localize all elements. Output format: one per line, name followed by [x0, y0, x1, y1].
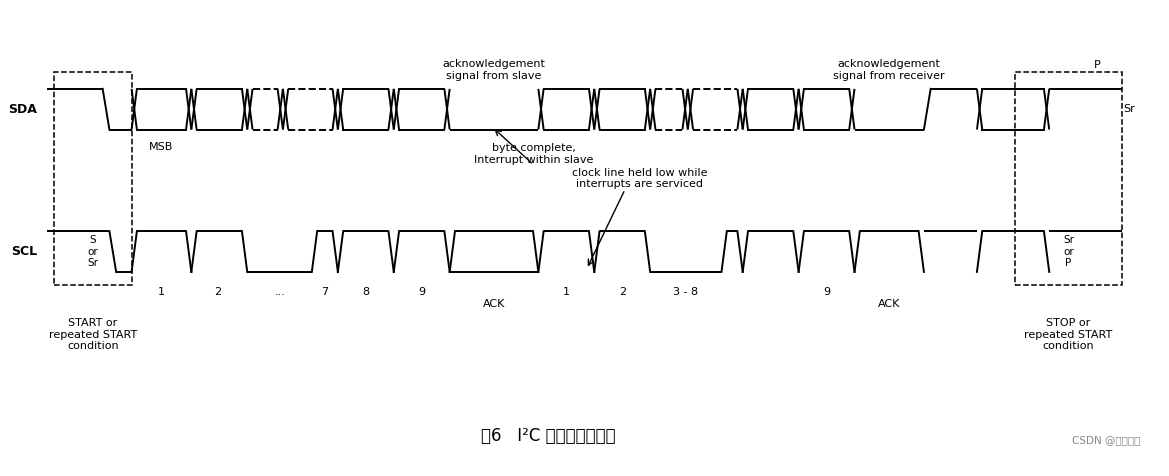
- Text: CSDN @知无止境: CSDN @知无止境: [1072, 435, 1141, 445]
- Text: S
or
Sr: S or Sr: [88, 235, 98, 268]
- Text: MSB: MSB: [150, 142, 174, 152]
- Text: ACK: ACK: [878, 299, 900, 309]
- Text: 9: 9: [823, 287, 830, 297]
- Text: STOP or
repeated START
condition: STOP or repeated START condition: [1024, 318, 1113, 351]
- Text: byte complete,
Interrupt within slave: byte complete, Interrupt within slave: [473, 143, 593, 165]
- Text: Sr
or
P: Sr or P: [1063, 235, 1074, 268]
- Text: 图6   I²C 总线的数据传输: 图6 I²C 总线的数据传输: [480, 427, 615, 445]
- Text: ...: ...: [275, 287, 285, 297]
- Text: SCL: SCL: [11, 245, 37, 258]
- Text: Sr: Sr: [1123, 104, 1135, 114]
- Text: acknowledgement
signal from receiver: acknowledgement signal from receiver: [833, 59, 945, 81]
- Text: 1: 1: [562, 287, 569, 297]
- Text: acknowledgement
signal from slave: acknowledgement signal from slave: [443, 59, 546, 81]
- Text: 1: 1: [158, 287, 165, 297]
- Text: 7: 7: [320, 287, 328, 297]
- Text: ACK: ACK: [483, 299, 505, 309]
- Text: 3 - 8: 3 - 8: [673, 287, 698, 297]
- Text: SDA: SDA: [8, 103, 37, 116]
- Text: 2: 2: [618, 287, 625, 297]
- Text: 9: 9: [419, 287, 426, 297]
- Text: P: P: [1094, 60, 1101, 70]
- Text: START or
repeated START
condition: START or repeated START condition: [49, 318, 137, 351]
- Text: 2: 2: [214, 287, 221, 297]
- Text: 8: 8: [362, 287, 369, 297]
- Text: clock line held low while
interrupts are serviced: clock line held low while interrupts are…: [572, 168, 707, 189]
